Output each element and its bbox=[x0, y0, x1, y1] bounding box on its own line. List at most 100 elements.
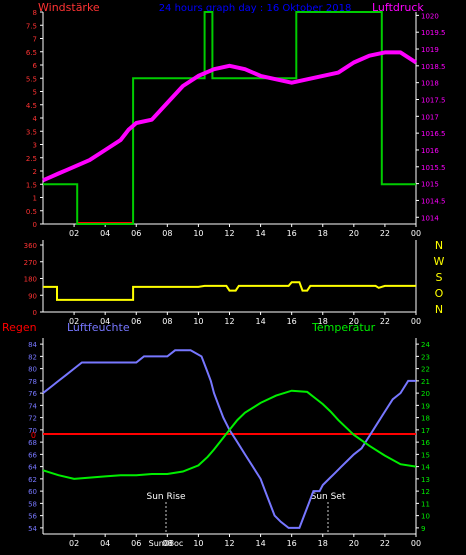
x-tick-label: 10 bbox=[193, 317, 203, 326]
rain-label: Regen bbox=[2, 321, 37, 334]
y-tick-label: 9 bbox=[421, 525, 425, 533]
wind-speed-label: Windstärke bbox=[38, 1, 100, 14]
x-tick-label: 06 bbox=[131, 539, 141, 548]
y-tick-label: 70 bbox=[28, 427, 37, 435]
direction-letter: O bbox=[435, 287, 444, 300]
x-tick-label: 04 bbox=[100, 539, 110, 548]
y-tick-label: 1.5 bbox=[26, 181, 37, 189]
x-tick-label: 18 bbox=[318, 317, 328, 326]
y-tick-label: 76 bbox=[28, 390, 37, 398]
wind-direction-panel: 0 90 180 270 360 02 04 06 08 10 12 14 16 18 20 22 00 bbox=[24, 240, 421, 326]
direction-letter: N bbox=[435, 239, 443, 252]
y-tick-label: 12 bbox=[421, 488, 430, 496]
x-tick-label: 08 bbox=[162, 539, 172, 548]
y-tick-label: 1 bbox=[33, 195, 37, 203]
x-tick-label: 20 bbox=[349, 539, 359, 548]
y-tick-label: 84 bbox=[28, 341, 37, 349]
y-tick-label: 82 bbox=[28, 353, 37, 361]
x-tick-label: 14 bbox=[255, 539, 265, 548]
y-tick-label: 14 bbox=[421, 464, 430, 472]
x-tick-label: 20 bbox=[349, 317, 359, 326]
x-tick-label: 06 bbox=[131, 229, 141, 238]
y-tick-label: 180 bbox=[24, 276, 37, 284]
x-tick-label: 04 bbox=[100, 229, 110, 238]
x-tick-label: 20 bbox=[349, 229, 359, 238]
y-tick-label: 0 bbox=[33, 309, 37, 317]
y-tick-label: 1019.5 bbox=[421, 29, 446, 37]
y-tick-label: 1017.5 bbox=[421, 96, 446, 104]
x-tick-label: 16 bbox=[287, 229, 297, 238]
x-tick-label: 16 bbox=[287, 317, 297, 326]
y-tick-label: 74 bbox=[28, 402, 37, 410]
x-tick-label: 02 bbox=[69, 229, 79, 238]
y-tick-label: 56 bbox=[28, 513, 37, 521]
rain-value-label: 0 bbox=[31, 431, 36, 440]
y-tick-label: 18 bbox=[421, 415, 430, 423]
x-tick-label: 00 bbox=[411, 539, 421, 548]
y-tick-label: 1015 bbox=[421, 181, 439, 189]
y-tick-label: 1014.5 bbox=[421, 197, 446, 205]
y-tick-label: 23 bbox=[421, 353, 430, 361]
x-tick-label: 10 bbox=[193, 539, 203, 548]
humidity-temperature-panel: Sun Rise Sun Set Sun08oc 54 56 58 60 62 64 66 6… bbox=[28, 338, 430, 548]
temperature-label: Temperatur bbox=[311, 321, 376, 334]
x-tick-label: 06 bbox=[131, 317, 141, 326]
x-tick-label: 14 bbox=[255, 317, 265, 326]
y-tick-label: 21 bbox=[421, 378, 430, 386]
y-tick-label: 20 bbox=[421, 390, 430, 398]
x-tick-label: 22 bbox=[380, 317, 390, 326]
x-tick-label: 16 bbox=[287, 539, 297, 548]
y-tick-label: 4.5 bbox=[26, 102, 37, 110]
x-tick-label: 02 bbox=[69, 539, 79, 548]
x-tick-label: 22 bbox=[380, 539, 390, 548]
y-tick-label: 15 bbox=[421, 451, 430, 459]
x-tick-label: 18 bbox=[318, 229, 328, 238]
y-tick-label: 13 bbox=[421, 476, 430, 484]
y-tick-label: 2 bbox=[33, 168, 37, 176]
x-tick-label: 02 bbox=[69, 317, 79, 326]
x-tick-label: 08 bbox=[162, 229, 172, 238]
y-tick-label: 3.5 bbox=[26, 128, 37, 136]
temperature-series bbox=[42, 389, 417, 480]
x-tick-label: 22 bbox=[380, 229, 390, 238]
y-tick-label: 80 bbox=[28, 366, 37, 374]
y-tick-label: 5 bbox=[33, 89, 37, 97]
x-tick-label: 12 bbox=[224, 229, 234, 238]
pressure-series bbox=[42, 50, 418, 183]
y-tick-label: 0 bbox=[33, 221, 37, 229]
pressure-label: Luftdruck bbox=[372, 1, 424, 14]
y-tick-label: 60 bbox=[28, 488, 37, 496]
x-tick-label: 04 bbox=[100, 317, 110, 326]
chart-date-title: 24 hours graph day : 16 Oktober 2018 bbox=[159, 3, 352, 14]
y-tick-label: 19 bbox=[421, 402, 430, 410]
y-tick-label: 1018 bbox=[421, 80, 439, 88]
y-tick-label: 17 bbox=[421, 427, 430, 435]
y-tick-label: 54 bbox=[28, 525, 37, 533]
sunrise-label: Sun Rise bbox=[147, 492, 186, 502]
direction-letter: S bbox=[436, 271, 443, 284]
y-tick-label: 3 bbox=[33, 142, 37, 150]
x-tick-label: 18 bbox=[318, 539, 328, 548]
y-tick-label: 8 bbox=[33, 9, 37, 17]
y-tick-label: 7 bbox=[33, 36, 37, 44]
y-tick-label: 270 bbox=[24, 259, 37, 267]
y-tick-label: 1016.5 bbox=[421, 130, 446, 138]
direction-letter: N bbox=[435, 303, 443, 316]
y-tick-label: 1014 bbox=[421, 214, 439, 222]
x-tick-label: 12 bbox=[224, 539, 234, 548]
sunset-label: Sun Set bbox=[311, 492, 346, 502]
direction-letter: W bbox=[434, 255, 445, 268]
y-tick-label: 1016 bbox=[421, 147, 439, 155]
x-tick-label: 14 bbox=[255, 229, 265, 238]
wind-speed-series bbox=[43, 11, 416, 225]
wind-pressure-panel: 00.511.522.533.544.555.566.577.581014101… bbox=[26, 9, 446, 238]
y-tick-label: 4 bbox=[33, 115, 38, 123]
y-tick-label: 360 bbox=[24, 242, 37, 250]
x-tick-label: 00 bbox=[411, 229, 421, 238]
y-tick-label: 1019 bbox=[421, 46, 439, 54]
humidity-series bbox=[42, 349, 416, 529]
y-tick-label: 68 bbox=[28, 439, 37, 447]
y-tick-label: 10 bbox=[421, 513, 430, 521]
